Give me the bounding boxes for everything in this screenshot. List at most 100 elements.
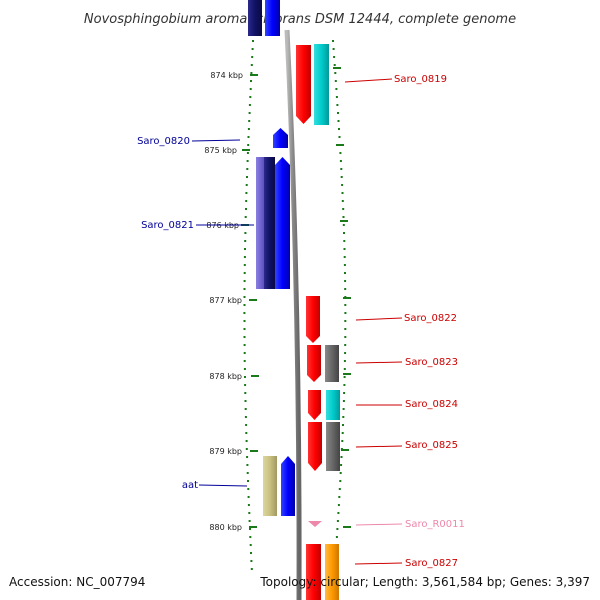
genome-backbone [284,29,302,600]
scale-dot [243,336,246,338]
scale-dot [246,152,249,154]
gene-saro-0819[interactable] [296,45,311,124]
gene-label-saro-0827[interactable]: Saro_0827 [405,558,458,569]
scale-dot [332,40,334,42]
gene-label-saro-0821[interactable]: Saro_0821 [141,220,194,231]
gene-saro-0821[interactable] [275,157,290,289]
scale-dot [335,96,338,98]
gene-saro-0822[interactable] [306,296,320,343]
scale-dot [337,112,339,114]
scale-dot [247,480,249,482]
scale-dot [248,512,251,514]
label-line-saro-0822 [355,317,403,321]
gene-top-blue[interactable] [265,0,280,36]
scale-dot [243,304,246,306]
scale-dot [244,376,246,378]
gene-top-navy[interactable] [248,0,262,36]
scale-dot [250,568,253,570]
label-line-aat [198,484,248,487]
gene-label-saro-0819[interactable]: Saro_0819 [394,74,447,85]
scale-dot [244,400,247,402]
gene-saro-0827-orange[interactable] [325,544,339,600]
gene-saro-0827[interactable] [306,544,321,600]
scale-dot [243,352,246,354]
scale-dot [248,112,251,114]
scale-dot [338,496,341,498]
scale-dot [338,128,340,130]
scale-dot [250,64,253,66]
scale-dot [338,488,341,490]
gene-label-saro-0822[interactable]: Saro_0822 [404,313,457,324]
gene-saro-0820[interactable] [273,128,288,148]
scale-dot [244,408,247,410]
scale-dot [340,168,343,170]
scale-dot [247,504,250,506]
scale-dot [344,312,347,314]
scale-dot [249,96,252,98]
gene-saro-0821-navy[interactable] [264,157,275,289]
scale-dot [243,320,246,322]
scale-dot [251,48,254,50]
gene-label-saro-r0011[interactable]: Saro_R0011 [405,519,465,530]
scale-dot [334,72,337,74]
gene-aat[interactable] [281,456,295,516]
scale-dot [247,144,250,146]
scale-dot [344,320,347,322]
gene-label-aat[interactable]: aat [182,480,198,491]
scale-dot [339,160,342,162]
scale-dot [243,296,246,298]
scale-dot [244,384,247,386]
scale-dot [334,80,337,82]
scale-dot [244,392,247,394]
scale-dot [243,264,246,266]
gene-saro-0819-cyan[interactable] [314,44,329,125]
scale-dot [343,368,346,370]
gene-label-saro-0824[interactable]: Saro_0824 [405,399,458,410]
scale-dot [245,208,247,210]
scale-dot [344,336,347,338]
scale-rails [243,40,347,570]
scale-dot [243,328,246,330]
scale-dot [245,432,248,434]
scale-dot [250,560,253,562]
scale-dot [344,280,347,282]
gene-saro-r0011[interactable] [308,521,322,527]
gene-aat-olive[interactable] [263,456,277,516]
scale-dot [243,256,246,258]
gene-saro-0824-cyan[interactable] [326,390,340,420]
gene-saro-0823-gray[interactable] [325,345,339,382]
scale-dot [246,176,248,178]
label-line-saro-0823 [355,361,403,364]
scale-dot [342,400,345,402]
label-line-saro-0820 [191,139,241,142]
scale-dot [344,344,347,346]
scale-dot [341,184,344,186]
scale-dot [245,424,248,426]
scale-dot [245,448,248,450]
gene-label-saro-0823[interactable]: Saro_0823 [405,357,458,368]
scale-dot [246,464,249,466]
gene-saro-0823[interactable] [307,345,321,382]
label-line-saro-0827 [354,562,403,565]
scale-dot [245,440,248,442]
gene-saro-0824[interactable] [308,390,321,420]
scale-dot [243,280,246,282]
scale-dot [342,216,345,218]
scale-dot [342,224,345,226]
gene-label-saro-0820[interactable]: Saro_0820 [137,136,190,147]
topology-text: Topology: circular; Length: 3,561,584 bp… [259,575,590,589]
gene-saro-0825-gray[interactable] [326,422,340,471]
gene-label-saro-0825[interactable]: Saro_0825 [405,440,458,451]
scale-dot [343,360,346,362]
scale-dot [252,40,254,42]
scale-dot [341,200,344,202]
kbp-label-880: 880 kbp [209,523,242,532]
gene-saro-0825[interactable] [308,422,322,471]
scale-dot [249,88,252,90]
scale-dot [336,520,339,522]
kbp-label-874: 874 kbp [210,71,243,80]
scale-dot [249,536,252,538]
scale-dot [338,136,341,138]
scale-dot [250,72,253,74]
scale-dot [246,168,249,170]
